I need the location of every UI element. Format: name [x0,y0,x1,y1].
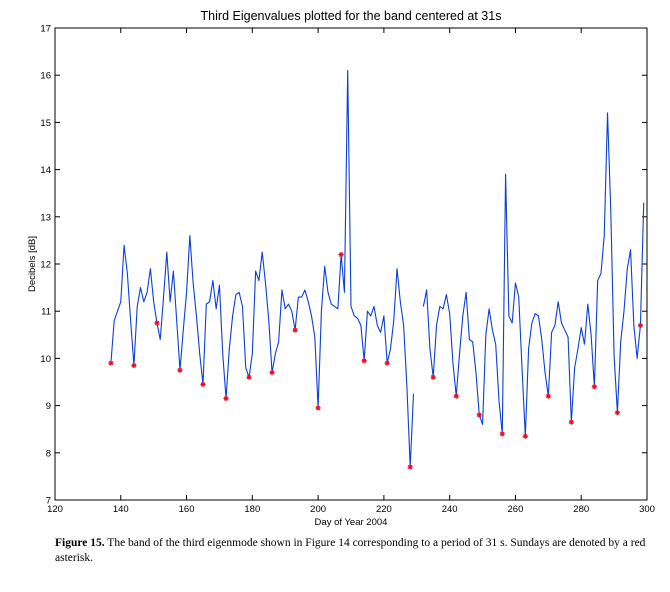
x-tick-label: 300 [639,504,655,515]
sunday-marker [522,433,528,439]
sunday-marker [131,362,137,369]
sunday-marker [292,327,298,333]
x-axis-label: Day of Year 2004 [315,517,388,528]
sunday-marker [384,360,390,366]
chart-title: Third Eigenvalues plotted for the band c… [201,9,502,23]
series-line [110,69,415,468]
sunday-markers [108,251,644,470]
plot-frame [54,27,648,501]
sunday-marker [315,405,321,411]
sunday-marker [108,360,114,366]
x-tick-label: 120 [47,504,63,515]
caption-label: Figure 15. [55,537,105,549]
y-tick-label: 10 [40,354,51,365]
sunday-marker [154,320,160,326]
y-tick-label: 17 [40,24,51,35]
x-axis: 120 140 160 180 200 220 240 260 280 300 [47,28,655,515]
sunday-marker [591,384,597,390]
y-tick-label: 15 [40,118,51,129]
sunday-marker [637,322,644,328]
sunday-marker [614,410,620,416]
y-tick-label: 9 [46,401,51,412]
y-tick-label: 13 [40,212,51,223]
x-tick-label: 140 [113,504,129,515]
y-tick-label: 11 [41,307,51,318]
sunday-marker [430,374,436,380]
eigenvalue-chart: Third Eigenvalues plotted for the band c… [27,9,655,528]
series-lines [110,69,645,468]
sunday-marker [246,374,252,380]
y-tick-label: 8 [46,448,51,459]
y-tick-label: 16 [40,71,51,82]
sunday-marker [361,358,367,364]
sunday-marker [338,251,344,258]
sunday-marker [545,393,551,399]
x-tick-label: 160 [179,504,195,515]
y-axis-label: Decibels [dB] [27,236,38,292]
sunday-marker [200,381,206,387]
x-tick-label: 260 [508,504,524,515]
x-tick-label: 220 [376,504,392,515]
y-axis: 7 8 9 10 11 12 13 14 15 16 17 [40,24,647,507]
x-tick-label: 200 [310,504,326,515]
x-tick-label: 240 [442,504,458,515]
sunday-marker [453,393,459,399]
caption-text: The band of the third eigenmode shown in… [55,537,646,564]
y-tick-label: 12 [40,260,51,271]
sunday-marker [499,431,505,437]
y-tick-label: 7 [46,496,51,507]
sunday-marker [177,367,183,373]
sunday-marker [476,412,482,418]
sunday-marker [568,419,574,425]
y-tick-label: 14 [40,165,51,176]
sunday-marker [269,369,275,376]
series-line [422,112,645,437]
x-tick-label: 180 [244,504,260,515]
sunday-marker [407,464,413,470]
sunday-marker [223,395,229,402]
figure-caption: Figure 15. The band of the third eigenmo… [55,536,655,566]
x-tick-label: 280 [573,504,589,515]
